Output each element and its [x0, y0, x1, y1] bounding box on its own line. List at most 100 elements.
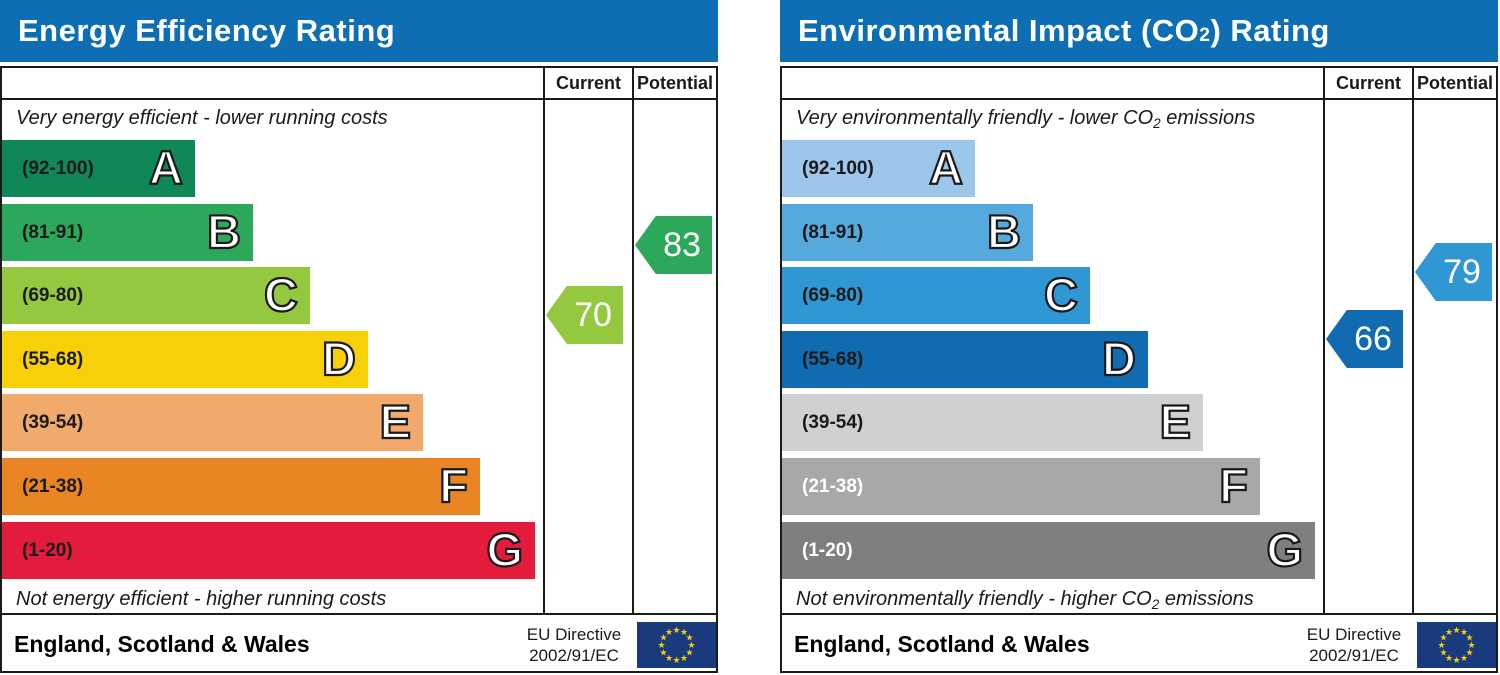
rating-band-a: (92-100) A	[782, 140, 975, 197]
rating-band-g: (1-20) G	[2, 522, 535, 579]
bottom-note-subscript: 2	[1151, 597, 1160, 613]
header-row-divider	[780, 98, 1498, 100]
svg-text:★: ★	[1445, 653, 1453, 663]
rating-band-e: (39-54) E	[782, 394, 1203, 451]
potential-column-divider	[1412, 66, 1414, 615]
current-column-divider	[543, 66, 545, 615]
svg-text:★: ★	[685, 633, 693, 643]
top-note-text-post: emissions	[1160, 107, 1256, 129]
energy-panel-title: Energy Efficiency Rating	[0, 0, 718, 62]
band-letter: F	[1218, 458, 1249, 513]
band-letter: G	[485, 522, 524, 577]
current-rating-value: 70	[574, 295, 612, 334]
svg-text:★: ★	[1445, 627, 1453, 637]
energy-efficiency-panel: Energy Efficiency Rating Current Potenti…	[0, 0, 718, 675]
bottom-note: Not energy efficient - higher running co…	[16, 588, 386, 611]
eu-flag-icon: ★ ★★★★★★★★★★★	[1417, 622, 1496, 668]
svg-text:★: ★	[672, 655, 680, 665]
band-range-label: (69-80)	[22, 285, 84, 306]
band-range-label: (39-54)	[802, 412, 864, 433]
band-letter: D	[321, 331, 357, 386]
eu-directive-line1: EU Directive	[526, 625, 622, 644]
band-range-label: (55-68)	[22, 349, 84, 370]
region-label: England, Scotland & Wales	[14, 630, 310, 657]
title-text: Energy Efficiency Rating	[18, 13, 396, 48]
rating-band-c: (69-80) C	[782, 267, 1090, 324]
svg-text:★: ★	[1437, 640, 1445, 650]
band-range-label: (39-54)	[22, 412, 84, 433]
rating-band-c: (69-80) C	[2, 267, 310, 324]
band-letter: C	[1043, 267, 1079, 322]
eu-directive-line2: 2002/91/EC	[529, 646, 619, 665]
svg-text:★: ★	[1452, 655, 1460, 665]
eu-directive-line1: EU Directive	[1306, 625, 1402, 644]
rating-band-b: (81-91) B	[782, 204, 1033, 261]
band-range-label: (81-91)	[22, 222, 84, 243]
band-letter: B	[986, 204, 1022, 259]
band-range-label: (81-91)	[802, 222, 864, 243]
rating-band-f: (21-38) F	[782, 458, 1260, 515]
svg-text:★: ★	[665, 653, 673, 663]
current-rating-value: 66	[1354, 319, 1392, 358]
potential-rating-arrow: 83	[635, 216, 712, 274]
bottom-note: Not environmentally friendly - higher CO…	[796, 588, 1254, 613]
rating-band-b: (81-91) B	[2, 204, 253, 261]
svg-text:★: ★	[1465, 648, 1473, 658]
svg-text:★: ★	[1460, 627, 1468, 637]
svg-text:★: ★	[665, 627, 673, 637]
footer-row-divider	[780, 613, 1498, 615]
potential-rating-value: 79	[1443, 252, 1481, 291]
environmental-impact-panel: Environmental Impact (CO 2) Rating Curren…	[780, 0, 1498, 675]
top-note: Very energy efficient - lower running co…	[16, 107, 388, 130]
rating-band-d: (55-68) D	[2, 331, 368, 388]
rating-band-g: (1-20) G	[782, 522, 1315, 579]
band-range-label: (1-20)	[802, 540, 853, 561]
rating-band-a: (92-100) A	[2, 140, 195, 197]
bottom-note-text: Not energy efficient - higher running co…	[16, 588, 387, 610]
band-range-label: (21-38)	[802, 476, 864, 497]
top-note-subscript: 2	[1153, 116, 1161, 132]
band-letter: A	[928, 140, 964, 195]
potential-rating-value: 83	[663, 225, 701, 264]
band-letter: D	[1101, 331, 1137, 386]
svg-text:★: ★	[657, 640, 665, 650]
svg-text:★: ★	[1439, 633, 1447, 643]
svg-text:★: ★	[1452, 625, 1460, 635]
svg-text:★: ★	[685, 648, 693, 658]
band-range-label: (69-80)	[802, 285, 864, 306]
eu-directive-label: EU Directive 2002/91/EC	[1298, 621, 1410, 669]
svg-text:★: ★	[1460, 653, 1468, 663]
current-column-header: Current	[1335, 72, 1401, 93]
band-letter: F	[438, 458, 469, 513]
co2-panel-title: Environmental Impact (CO 2) Rating	[780, 0, 1498, 62]
bottom-note-text-post: emissions	[1159, 588, 1254, 610]
svg-text:★: ★	[659, 648, 667, 658]
band-range-label: (21-38)	[22, 476, 84, 497]
svg-text:★: ★	[659, 633, 667, 643]
current-column-header: Current	[555, 72, 621, 93]
band-letter: A	[148, 140, 184, 195]
top-note: Very environmentally friendly - lower CO…	[796, 107, 1256, 132]
band-range-label: (55-68)	[802, 349, 864, 370]
rating-band-f: (21-38) F	[2, 458, 480, 515]
title-text-post: ) Rating	[1210, 13, 1330, 48]
svg-text:★: ★	[687, 640, 695, 650]
bottom-note-text: Not environmentally friendly - higher CO	[796, 588, 1152, 610]
eu-directive-line2: 2002/91/EC	[1309, 646, 1399, 665]
title-text: Environmental Impact (CO	[798, 13, 1200, 48]
top-note-text: Very environmentally friendly - lower CO	[796, 107, 1154, 129]
potential-column-header: Potential	[636, 72, 713, 93]
band-letter: B	[206, 204, 242, 259]
current-column-divider	[1323, 66, 1325, 615]
rating-band-e: (39-54) E	[2, 394, 423, 451]
footer-row-divider	[0, 613, 718, 615]
potential-column-header: Potential	[1416, 72, 1493, 93]
band-range-label: (92-100)	[22, 158, 94, 179]
band-range-label: (1-20)	[22, 540, 73, 561]
svg-text:★: ★	[672, 625, 680, 635]
svg-text:★: ★	[1465, 633, 1473, 643]
eu-flag-icon: ★ ★★★★★★★★★★★	[637, 622, 716, 668]
title-subscript: 2	[1199, 25, 1211, 47]
svg-text:★: ★	[1467, 640, 1475, 650]
band-letter: G	[1265, 522, 1304, 577]
